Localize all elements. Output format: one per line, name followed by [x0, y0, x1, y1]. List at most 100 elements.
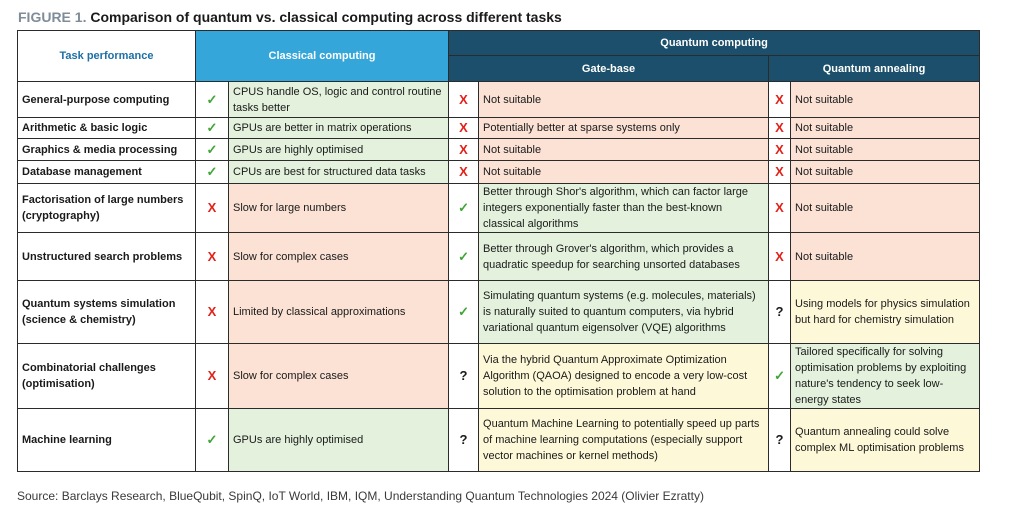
gate-description: Not suitable [478, 160, 770, 184]
task-name: Database management [17, 160, 196, 184]
gate-description: Not suitable [478, 81, 770, 118]
cross-icon: X [459, 91, 468, 107]
table-row: General-purpose computing ✓ CPUS handle OS… [17, 81, 981, 118]
annealing-description: Not suitable [790, 81, 981, 118]
gate-status-cell: X [448, 160, 480, 184]
cross-icon: X [207, 304, 217, 319]
table-row: Graphics & media processing ✓ GPUs are hig… [17, 138, 981, 161]
annealing-description: Not suitable [790, 138, 981, 161]
source-note: Source: Barclays Research, BlueQubit, Sp… [17, 489, 704, 503]
gate-status-cell: X [448, 81, 480, 118]
question-icon: ? [459, 368, 468, 383]
classical-status-cell: ✓ [195, 81, 229, 118]
annealing-description: Using models for physics simulation but … [790, 280, 981, 344]
gate-description: Better through Shor's algorithm, which c… [478, 183, 770, 233]
task-name: Combinatorial challenges (optimisation) [17, 343, 196, 409]
cross-icon: X [207, 200, 217, 215]
classical-status-cell: X [195, 232, 229, 281]
table-row: Unstructured search problems X Slow for co… [17, 232, 981, 281]
gate-status-cell: X [448, 138, 480, 161]
classical-status-cell: ✓ [195, 138, 229, 161]
figure-label: FIGURE 1. [18, 9, 87, 25]
annealing-status-cell: X [768, 81, 792, 118]
check-icon: ✓ [206, 120, 218, 135]
task-name: Graphics & media processing [17, 138, 196, 161]
cross-icon: X [775, 248, 784, 264]
gate-description: Via the hybrid Quantum Approximate Optim… [478, 343, 770, 409]
task-name: Arithmetic & basic logic [17, 117, 196, 139]
annealing-status-cell: X [768, 160, 792, 184]
header-task-performance: Task performance [17, 30, 196, 82]
annealing-description: Not suitable [790, 117, 981, 139]
check-icon: ✓ [206, 164, 218, 179]
classical-description: GPUs are highly optimised [227, 138, 450, 161]
classical-description: Limited by classical approximations [227, 280, 450, 344]
cross-icon: X [207, 368, 217, 383]
classical-description: GPUs are highly optimised [227, 408, 450, 472]
classical-status-cell: ✓ [195, 408, 229, 472]
table-row: Arithmetic & basic logic ✓ GPUs are better… [17, 117, 981, 139]
gate-status-cell: ✓ [448, 232, 480, 281]
comparison-table: Task performance Classical computing Qua… [17, 30, 981, 472]
annealing-status-cell: X [768, 117, 792, 139]
annealing-status-cell: ? [768, 408, 792, 472]
header-quantum-annealing: Quantum annealing [768, 55, 981, 82]
cross-icon: X [459, 164, 468, 179]
table-body: General-purpose computing ✓ CPUS handle OS… [17, 81, 981, 472]
classical-status-cell: ✓ [195, 117, 229, 139]
question-icon: ? [775, 304, 784, 319]
check-icon: ✓ [206, 432, 218, 447]
classical-description: Slow for complex cases [227, 232, 450, 281]
classical-description: Slow for complex cases [227, 343, 450, 409]
classical-status-cell: X [195, 280, 229, 344]
task-name: Factorisation of large numbers (cryptogr… [17, 183, 196, 233]
table-row: Machine learning ✓ GPUs are highly optimis… [17, 408, 981, 472]
gate-description: Quantum Machine Learning to potentially … [478, 408, 770, 472]
annealing-description: Not suitable [790, 232, 981, 281]
cross-icon: X [775, 91, 784, 107]
check-icon: ✓ [458, 304, 469, 319]
check-icon: ✓ [774, 368, 785, 383]
table-row: Factorisation of large numbers (cryptogr… [17, 183, 981, 233]
task-name: Machine learning [17, 408, 196, 472]
cross-icon: X [459, 120, 468, 135]
table-row: Combinatorial challenges (optimisation) X… [17, 343, 981, 409]
annealing-status-cell: ✓ [768, 343, 792, 409]
check-icon: ✓ [206, 141, 218, 157]
header-classical-computing: Classical computing [194, 30, 450, 82]
cross-icon: X [459, 141, 468, 157]
task-name: Unstructured search problems [17, 232, 196, 281]
annealing-status-cell: X [768, 183, 792, 233]
figure-title: FIGURE 1. Comparison of quantum vs. clas… [18, 9, 562, 25]
gate-status-cell: ? [448, 343, 480, 409]
cross-icon: X [775, 200, 784, 215]
gate-description: Not suitable [478, 138, 770, 161]
task-name: Quantum systems simulation (science & ch… [17, 280, 196, 344]
annealing-description: Not suitable [790, 183, 981, 233]
gate-status-cell: X [448, 117, 480, 139]
classical-description: Slow for large numbers [227, 183, 450, 233]
table-row: Database management ✓ CPUs are best for st… [17, 160, 981, 184]
table-row: Quantum systems simulation (science & ch… [17, 280, 981, 344]
classical-description: CPUs are best for structured data tasks [227, 160, 450, 184]
annealing-description: Tailored specifically for solving optimi… [790, 343, 981, 409]
annealing-description: Quantum annealing could solve complex ML… [790, 408, 981, 472]
check-icon: ✓ [206, 91, 218, 107]
classical-description: GPUs are better in matrix operations [227, 117, 450, 139]
classical-status-cell: X [195, 183, 229, 233]
cross-icon: X [775, 164, 784, 179]
annealing-status-cell: X [768, 232, 792, 281]
gate-status-cell: ✓ [448, 280, 480, 344]
classical-description: CPUS handle OS, logic and control routin… [227, 81, 450, 118]
gate-status-cell: ? [448, 408, 480, 472]
question-icon: ? [459, 432, 468, 447]
figure-title-text: Comparison of quantum vs. classical comp… [90, 9, 562, 25]
gate-description: Simulating quantum systems (e.g. molecul… [478, 280, 770, 344]
gate-status-cell: ✓ [448, 183, 480, 233]
cross-icon: X [775, 120, 784, 135]
classical-status-cell: ✓ [195, 160, 229, 184]
annealing-status-cell: X [768, 138, 792, 161]
annealing-status-cell: ? [768, 280, 792, 344]
cross-icon: X [775, 141, 784, 157]
header-quantum-computing: Quantum computing [448, 30, 981, 56]
